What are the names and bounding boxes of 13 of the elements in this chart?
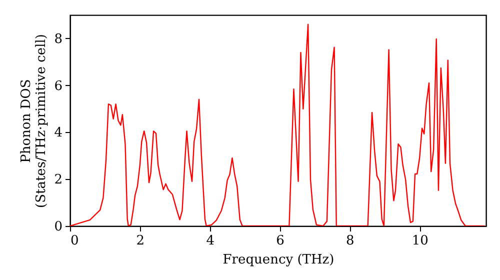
x-tick-label: 0 — [70, 234, 79, 248]
x-tick-label: 4 — [206, 234, 214, 248]
x-tick-label: 2 — [136, 234, 145, 248]
y-tick-label: 0 — [54, 220, 62, 234]
x-tick-label: 6 — [276, 234, 284, 248]
y-tick-label: 4 — [54, 126, 62, 141]
x-axis-title: Frequency (THz) — [222, 252, 334, 268]
y-tick-label: 2 — [54, 172, 62, 188]
y-tick-label: 6 — [54, 78, 62, 94]
x-tick-label: 8 — [346, 234, 354, 248]
x-tick-label: 10 — [412, 234, 428, 248]
y-axis-title: Phonon DOS (States/THz·primitive cell) — [19, 34, 50, 208]
y-tick-label: 8 — [54, 32, 62, 47]
